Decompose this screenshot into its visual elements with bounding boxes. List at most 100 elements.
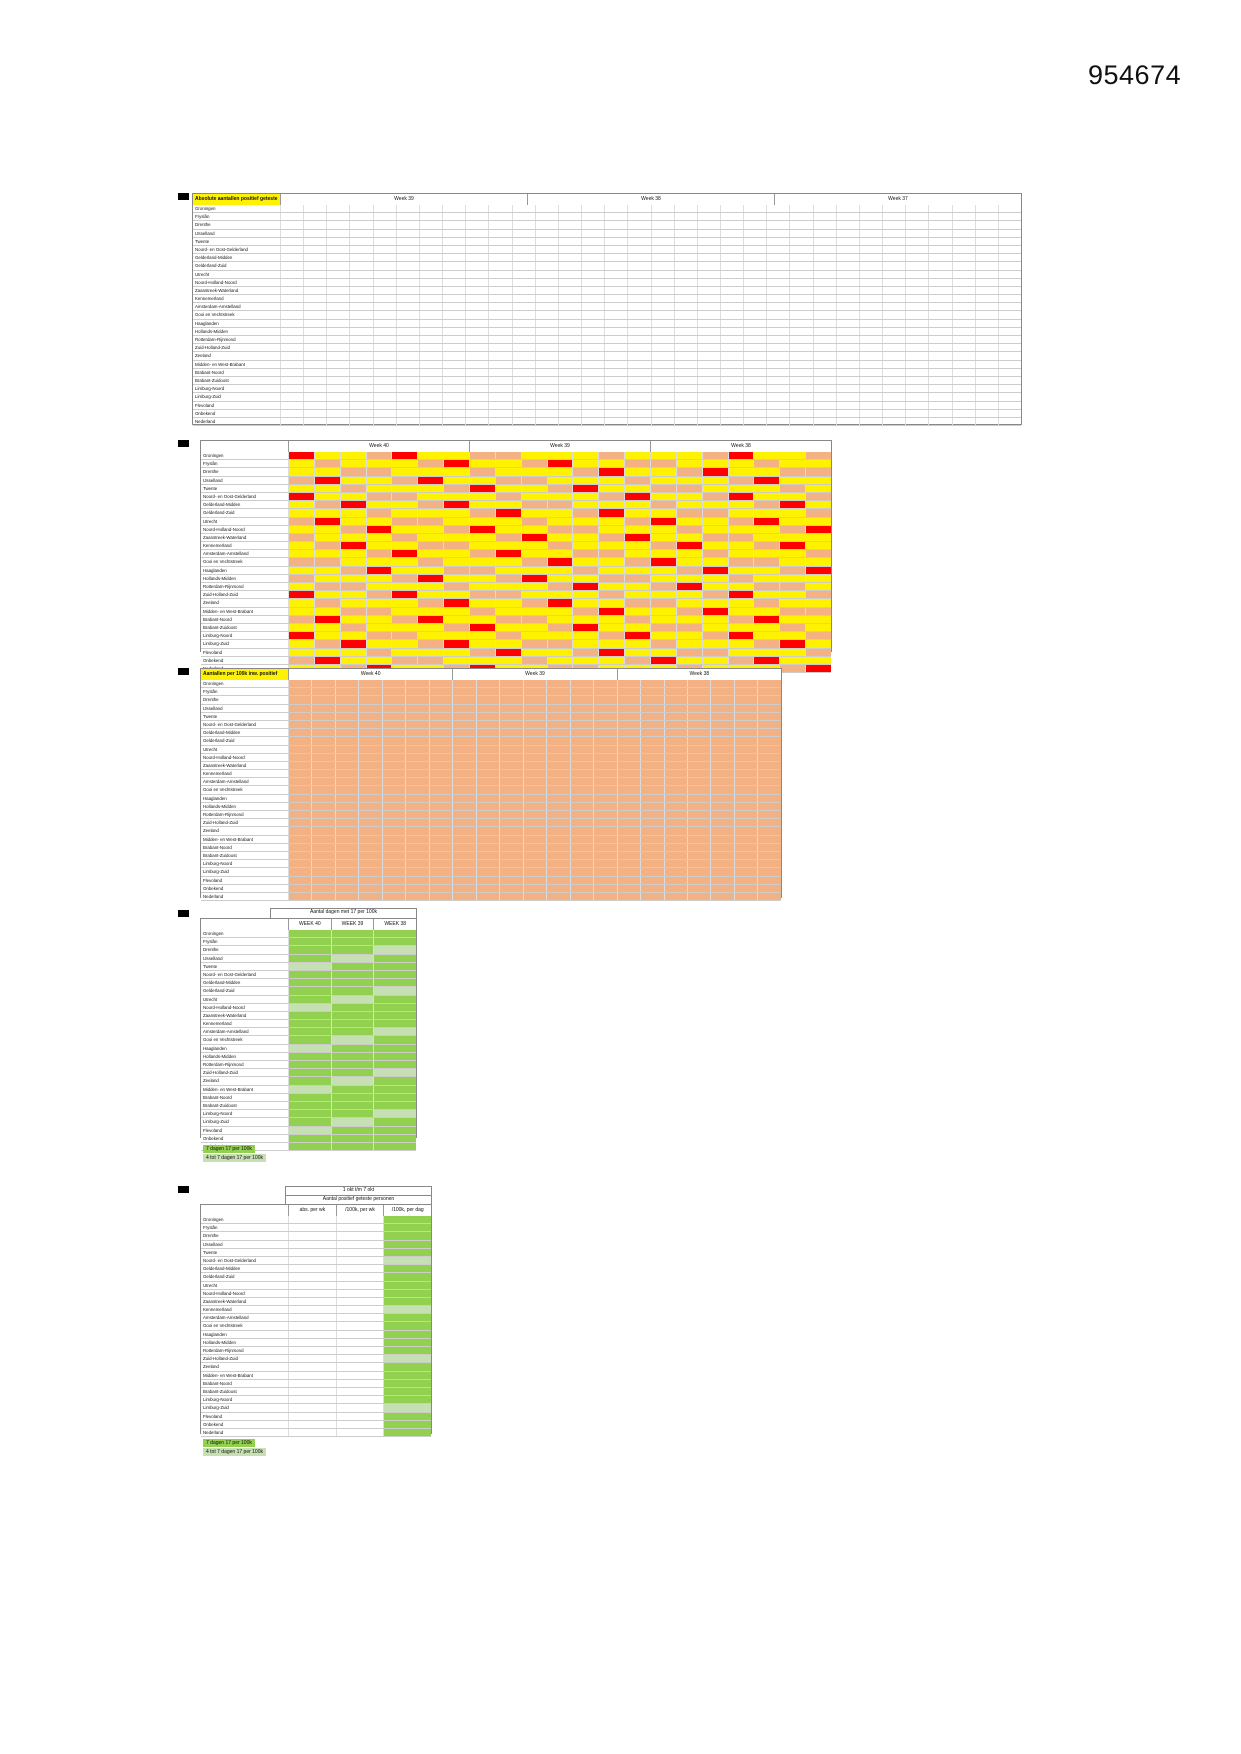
table-cell — [288, 753, 312, 761]
table-cell — [569, 761, 594, 770]
table-cell — [311, 868, 335, 876]
table-cell — [465, 221, 488, 229]
table-cell — [546, 484, 573, 492]
table-cell — [743, 213, 766, 221]
table-row: Noord-Holland-Noord — [193, 278, 1021, 287]
table-cell — [383, 1281, 432, 1289]
table-cell — [663, 860, 687, 868]
table-cell — [534, 221, 558, 229]
table-cell — [598, 452, 625, 460]
table-cell — [326, 245, 349, 254]
table-cell — [475, 811, 500, 819]
table-cell — [391, 615, 418, 623]
table-cell — [593, 737, 617, 745]
table-cell — [339, 615, 366, 623]
table-cell — [365, 533, 392, 542]
table-cell — [417, 452, 444, 460]
table-cell — [349, 352, 372, 360]
table-cell — [624, 517, 651, 525]
table-cell — [303, 393, 326, 401]
table-cell — [288, 1118, 331, 1126]
table-cell — [326, 270, 349, 278]
table-cell — [663, 761, 687, 770]
table-row: Drenthe — [201, 696, 781, 705]
table-cell — [499, 778, 523, 786]
table-cell — [733, 712, 758, 720]
table-cell — [373, 987, 417, 995]
table-cell — [753, 476, 780, 484]
table-cell — [405, 802, 429, 810]
table-cell — [696, 409, 720, 417]
table-cell — [511, 376, 535, 385]
table-cell — [675, 501, 702, 509]
table-cell — [569, 819, 594, 827]
table-cell — [710, 843, 734, 851]
table-row: Hollands-Midden — [201, 574, 832, 583]
region-name: Noord- en Oost-Gelderland — [201, 970, 288, 979]
region-name: Fryslân — [201, 460, 288, 468]
table-cell — [650, 286, 674, 295]
table-cell — [381, 770, 406, 778]
table-cell — [627, 409, 650, 417]
table-cell — [511, 385, 535, 393]
region-name: Hollands-Midden — [201, 802, 288, 810]
table-cell — [719, 295, 743, 303]
table-cell — [616, 868, 641, 876]
table-cell — [383, 1273, 432, 1281]
region-name: Limburg-Noord — [201, 1110, 288, 1118]
table-cell — [835, 352, 859, 360]
table-cell — [442, 205, 465, 213]
table-cell — [650, 278, 674, 286]
table-cell — [753, 591, 780, 599]
table-row: Limburg-Zuid — [201, 868, 781, 877]
table-cell — [358, 827, 382, 835]
table-cell — [288, 648, 314, 656]
table-cell — [805, 452, 832, 460]
table-cell — [593, 868, 617, 876]
table-cell — [581, 360, 604, 368]
table-cell — [604, 303, 627, 311]
table-cell — [546, 712, 570, 720]
table-cell — [349, 303, 372, 311]
table-cell — [766, 376, 789, 385]
table-cell — [905, 344, 928, 352]
table-cell — [383, 1322, 432, 1330]
table-cell — [627, 319, 650, 327]
table-row: Zaanstreek-Waterland — [201, 1297, 432, 1307]
table-cell — [418, 401, 442, 409]
table-cell — [280, 385, 303, 393]
table-cell — [812, 319, 836, 327]
table-cell — [280, 205, 303, 213]
table-cell — [288, 1020, 331, 1028]
table-cell — [546, 591, 573, 599]
table-cell — [499, 835, 523, 843]
table-cell — [696, 352, 720, 360]
table-cell — [288, 542, 314, 550]
table-cell — [280, 245, 303, 254]
table-cell — [330, 1036, 374, 1044]
table-cell — [593, 704, 617, 712]
table-cell — [395, 385, 419, 393]
table-cell — [311, 802, 335, 810]
table-cell — [288, 712, 312, 720]
table-cell — [349, 295, 372, 303]
table-cell — [997, 213, 1021, 221]
table-row: Drenthe — [201, 1232, 432, 1241]
table-cell — [598, 492, 625, 501]
table-cell — [710, 835, 734, 843]
table-cell — [650, 417, 674, 426]
table-cell — [511, 213, 535, 221]
table-row: Amsterdam-Amstelland — [201, 1314, 432, 1323]
region-name: Noord-Holland-Noord — [195, 279, 237, 285]
table-cell — [499, 696, 523, 704]
table-cell — [905, 311, 928, 319]
table-cell — [511, 262, 535, 270]
table-cell — [443, 533, 470, 542]
table-cell — [288, 1396, 336, 1404]
region-name: Zaanstreek-Waterland — [201, 1011, 288, 1020]
table-cell — [372, 237, 396, 245]
table-cell — [365, 484, 392, 492]
table-row: Rotterdam-Rijnmond — [201, 583, 832, 592]
table-cell — [383, 1224, 432, 1232]
table-cell — [339, 542, 366, 550]
